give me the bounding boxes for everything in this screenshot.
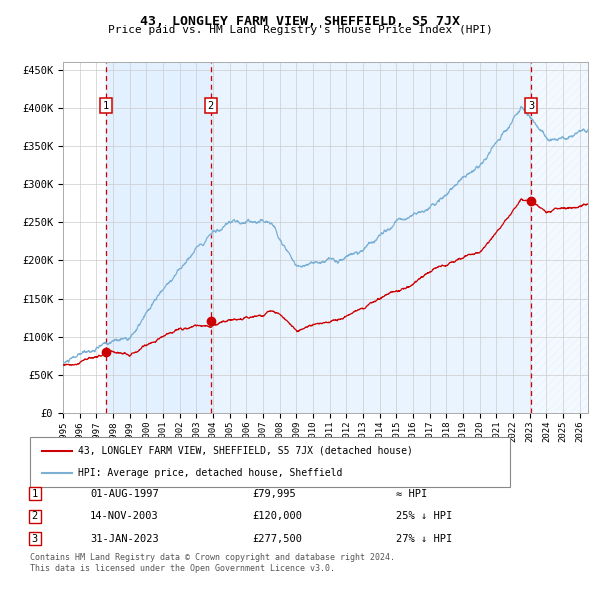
Text: 2: 2 <box>208 101 214 111</box>
Text: 1: 1 <box>103 101 109 111</box>
Text: This data is licensed under the Open Government Licence v3.0.: This data is licensed under the Open Gov… <box>30 565 335 573</box>
Text: 25% ↓ HPI: 25% ↓ HPI <box>396 512 452 521</box>
Text: 27% ↓ HPI: 27% ↓ HPI <box>396 534 452 543</box>
Text: 43, LONGLEY FARM VIEW, SHEFFIELD, S5 7JX: 43, LONGLEY FARM VIEW, SHEFFIELD, S5 7JX <box>140 15 460 28</box>
Text: 3: 3 <box>32 534 38 543</box>
Text: 1: 1 <box>32 489 38 499</box>
Text: 43, LONGLEY FARM VIEW, SHEFFIELD, S5 7JX (detached house): 43, LONGLEY FARM VIEW, SHEFFIELD, S5 7JX… <box>78 445 413 455</box>
Text: 3: 3 <box>528 101 534 111</box>
Text: £79,995: £79,995 <box>252 489 296 499</box>
Text: 01-AUG-1997: 01-AUG-1997 <box>90 489 159 499</box>
Bar <box>211 62 531 413</box>
Bar <box>531 62 588 413</box>
Text: £120,000: £120,000 <box>252 512 302 521</box>
Text: 14-NOV-2003: 14-NOV-2003 <box>90 512 159 521</box>
Text: 2: 2 <box>32 512 38 521</box>
Text: 31-JAN-2023: 31-JAN-2023 <box>90 534 159 543</box>
Text: ≈ HPI: ≈ HPI <box>396 489 427 499</box>
Text: £277,500: £277,500 <box>252 534 302 543</box>
Text: Price paid vs. HM Land Registry's House Price Index (HPI): Price paid vs. HM Land Registry's House … <box>107 25 493 35</box>
Text: Contains HM Land Registry data © Crown copyright and database right 2024.: Contains HM Land Registry data © Crown c… <box>30 553 395 562</box>
Bar <box>106 62 211 413</box>
Text: HPI: Average price, detached house, Sheffield: HPI: Average price, detached house, Shef… <box>78 468 343 478</box>
